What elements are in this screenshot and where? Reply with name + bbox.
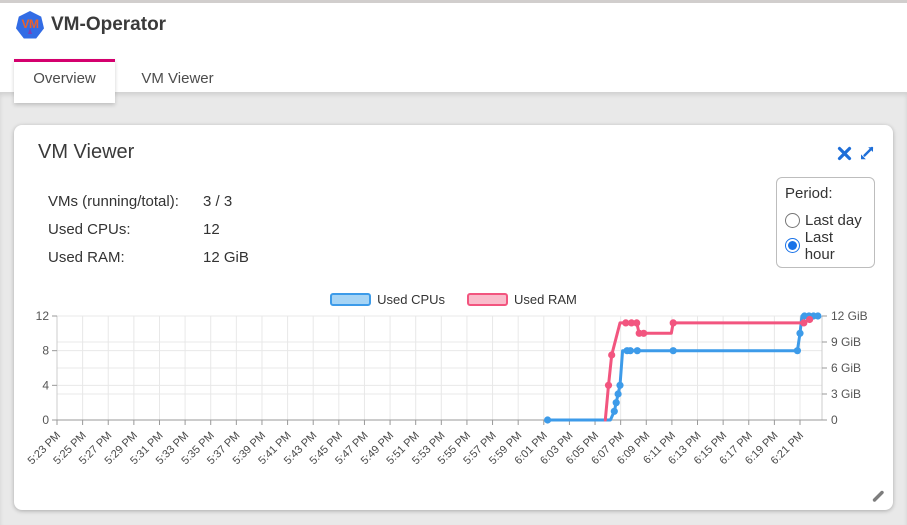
resize-handle[interactable]: [870, 488, 886, 504]
app-brand: VM VM-Operator: [16, 11, 166, 39]
data-point: [796, 329, 804, 337]
data-point: [614, 390, 622, 398]
legend-used-ram-label: Used RAM: [514, 292, 577, 307]
card-title: VM Viewer: [38, 141, 135, 163]
data-point: [633, 319, 641, 327]
y-left-label: 0: [42, 413, 49, 427]
stat-used-cpus-value: 12: [203, 220, 220, 238]
data-point: [633, 347, 641, 355]
data-point: [669, 319, 677, 327]
data-point: [640, 329, 648, 337]
legend-item-used-ram[interactable]: Used RAM: [467, 292, 577, 307]
tab-bar: Overview VM Viewer: [0, 59, 907, 103]
stat-vms: VMs (running/total): 3 / 3: [48, 187, 249, 215]
stat-used-cpus-label: Used CPUs:: [48, 220, 131, 238]
vm-operator-logo-icon: VM: [16, 11, 44, 39]
data-point: [800, 319, 808, 327]
legend-item-used-cpus[interactable]: Used CPUs: [330, 292, 445, 307]
y-left-label: 12: [36, 309, 50, 323]
radio-last-hour-input[interactable]: [785, 238, 800, 253]
radio-last-day-input[interactable]: [785, 213, 800, 228]
data-point: [604, 381, 613, 389]
y-left-label: 8: [42, 344, 49, 358]
y-right-label: 6 GiB: [831, 361, 861, 375]
page-content: VM Viewer VMs (running/total): 3 / 3: [0, 92, 907, 525]
data-point: [616, 381, 624, 389]
stat-used-ram-value: 12 GiB: [203, 248, 249, 266]
data-point: [669, 347, 677, 355]
data-point: [608, 351, 616, 359]
expand-icon: [861, 146, 874, 160]
data-point: [627, 319, 636, 327]
stat-used-ram-label: Used RAM:: [48, 248, 125, 266]
used-cpus-swatch: [330, 293, 372, 306]
tab-overview[interactable]: Overview: [14, 59, 115, 103]
radio-last-hour[interactable]: Last hour: [785, 229, 866, 263]
card-controls: [836, 145, 875, 161]
data-point: [814, 312, 822, 320]
chart-legend: Used CPUs Used RAM: [14, 292, 893, 307]
close-button[interactable]: [836, 145, 852, 161]
vm-viewer-card: VM Viewer VMs (running/total): 3 / 3: [14, 125, 893, 510]
y-right-label: 3 GiB: [831, 387, 861, 401]
period-label: Period:: [785, 185, 833, 202]
stat-used-ram: Used RAM: 12 GiB: [48, 243, 249, 271]
stat-vms-label: VMs (running/total):: [48, 192, 179, 210]
stats-block: VMs (running/total): 3 / 3 Used CPUs: 12…: [48, 187, 249, 271]
stat-used-cpus: Used CPUs: 12: [48, 215, 249, 243]
y-right-label: 12 GiB: [831, 309, 868, 323]
tab-vm-viewer[interactable]: VM Viewer: [141, 70, 214, 87]
y-right-label: 0: [831, 413, 838, 427]
data-point: [622, 319, 630, 327]
y-right-label: 9 GiB: [831, 335, 861, 349]
app-header: VM VM-Operator Overview VM Viewer: [0, 3, 907, 103]
close-icon: [837, 146, 851, 160]
data-point: [806, 315, 814, 324]
data-point: [612, 399, 620, 407]
y-left-label: 4: [42, 378, 49, 392]
data-point: [610, 407, 618, 415]
data-point: [544, 416, 552, 424]
usage-chart-svg: 5:23 PM5:25 PM5:27 PM5:29 PM5:31 PM5:33 …: [26, 309, 868, 467]
period-selector: Period: Last day Last hour: [776, 177, 875, 268]
data-point: [626, 347, 634, 355]
legend-used-cpus-label: Used CPUs: [377, 292, 446, 307]
expand-button[interactable]: [859, 145, 875, 161]
used-ram-swatch: [467, 293, 509, 306]
radio-last-day[interactable]: Last day: [785, 208, 866, 233]
stat-vms-value: 3 / 3: [203, 192, 233, 210]
data-point: [793, 347, 802, 355]
top-border: [0, 0, 907, 3]
app-title: VM-Operator: [51, 14, 167, 35]
usage-chart: 5:23 PM 5:25 PM 5:27 PM 5:29 PM 5:31 PM 5:33 …: [24, 303, 884, 503]
